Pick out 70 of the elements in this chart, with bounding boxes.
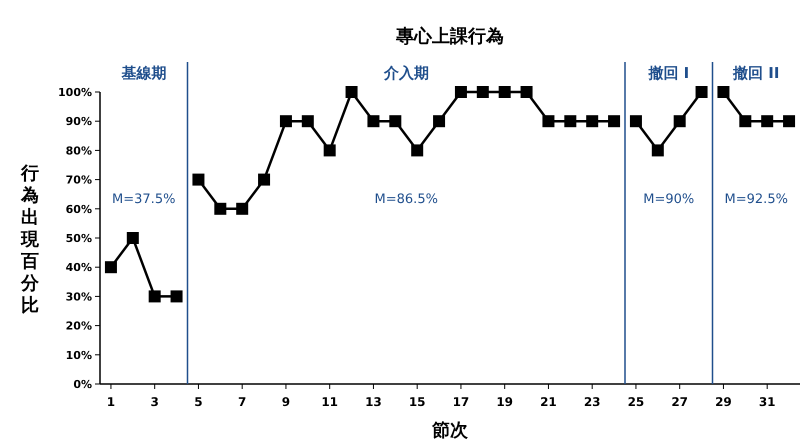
- point: [346, 86, 358, 98]
- x-tick-label: 13: [365, 395, 382, 409]
- point: [126, 232, 139, 244]
- y-tick-label: 100%: [58, 86, 92, 99]
- x-tick-label: 17: [452, 395, 470, 409]
- point: [389, 115, 402, 128]
- point: [630, 115, 642, 128]
- x-tick-label: 11: [321, 395, 338, 409]
- point: [280, 115, 292, 128]
- point: [476, 86, 489, 98]
- point: [367, 115, 380, 128]
- x-tick-label: 23: [584, 395, 601, 409]
- x-tick-label: 9: [282, 395, 290, 409]
- point: [302, 115, 314, 128]
- point: [192, 174, 204, 186]
- x-tick-label: 31: [758, 395, 776, 409]
- y-tick-label: 10%: [66, 348, 92, 362]
- point: [324, 144, 336, 156]
- point: [454, 86, 467, 98]
- y-tick-label: 70%: [66, 174, 92, 187]
- y-tick-label: 50%: [66, 232, 92, 245]
- y-axis-title: 行為出現百分比: [20, 163, 40, 316]
- annotation: M=37.5%: [112, 192, 176, 207]
- point: [717, 86, 730, 98]
- point: [783, 115, 796, 128]
- x-axis-title: 節次: [431, 420, 469, 441]
- text: 基線期: [120, 64, 166, 82]
- point: [411, 144, 424, 156]
- point: [258, 174, 270, 186]
- point: [520, 86, 533, 98]
- point: [170, 290, 183, 302]
- x-tick-label: 27: [671, 395, 688, 409]
- y-tick-label: 90%: [66, 115, 92, 128]
- y-tick-label: 0%: [73, 378, 92, 391]
- y-tick-label: 60%: [66, 202, 92, 216]
- point: [542, 115, 554, 128]
- chart-title: 專心上課行為: [395, 26, 504, 47]
- point: [739, 115, 752, 128]
- annotation: M=90%: [643, 192, 694, 207]
- x-tick-label: 25: [628, 395, 644, 409]
- x-tick-label: 5: [194, 395, 203, 409]
- point: [433, 115, 446, 128]
- x-tick-label: 15: [408, 395, 426, 409]
- y-tick-label: 80%: [66, 144, 92, 158]
- x-tick-label: 1: [106, 395, 116, 409]
- text: 撤回 II: [732, 64, 780, 82]
- point: [104, 261, 117, 274]
- point: [696, 86, 708, 98]
- point: [214, 202, 226, 215]
- annotation: M=86.5%: [374, 192, 438, 207]
- x-tick-label: 7: [238, 395, 246, 409]
- x-tick-label: 3: [150, 395, 159, 409]
- y-tick-label: 30%: [66, 290, 92, 304]
- x-tick-label: 21: [540, 395, 557, 409]
- point: [148, 290, 161, 302]
- point: [586, 115, 598, 128]
- text: 介入期: [382, 64, 429, 82]
- point: [652, 144, 664, 156]
- point: [236, 202, 248, 215]
- point: [674, 115, 686, 128]
- x-tick-label: 19: [496, 395, 514, 409]
- annotation: M=92.5%: [724, 192, 788, 207]
- y-tick-label: 20%: [66, 320, 92, 333]
- y-tick-label: 40%: [66, 261, 92, 274]
- point: [498, 86, 511, 98]
- point: [564, 115, 576, 128]
- text: 撤回 I: [647, 64, 690, 82]
- point: [761, 115, 774, 128]
- point: [608, 115, 620, 128]
- x-tick-label: 29: [715, 395, 732, 409]
